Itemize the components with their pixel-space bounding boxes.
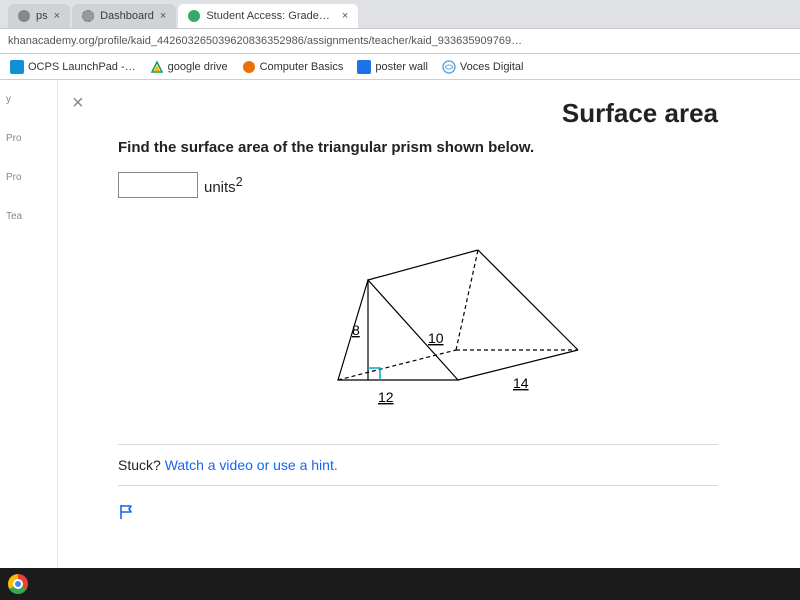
browser-tab[interactable]: Dashboard × [72, 4, 176, 28]
diagram: 8 12 10 14 [118, 208, 718, 432]
bookmark-label: Computer Basics [260, 61, 344, 73]
label-height: 8 [352, 322, 360, 338]
bookmark-item[interactable]: poster wall [357, 60, 428, 74]
url-text: khanacademy.org/profile/kaid_44260326503… [8, 35, 792, 47]
question-prompt: Find the surface area of the triangular … [118, 139, 718, 156]
browser-tab[interactable]: ps × [8, 4, 70, 28]
sidebar-item[interactable]: y [0, 80, 57, 119]
divider [118, 485, 718, 486]
bookmark-icon [242, 60, 256, 74]
bookmark-icon [10, 60, 24, 74]
units-label: units2 [204, 175, 243, 196]
sidebar-item[interactable]: Tea [0, 197, 57, 236]
question-column: Surface area Find the surface area of th… [118, 98, 718, 558]
page-title: Surface area [562, 98, 718, 129]
bookmark-label: google drive [168, 61, 228, 73]
stuck-prefix: Stuck? [118, 457, 165, 473]
favicon-icon [18, 10, 30, 22]
prism-svg: 8 12 10 14 [298, 210, 598, 418]
bookmark-item[interactable]: google drive [150, 60, 228, 74]
label-base: 12 [378, 389, 394, 405]
close-icon[interactable]: × [72, 92, 84, 115]
taskbar [0, 568, 800, 600]
bookmark-label: poster wall [375, 61, 428, 73]
left-sidebar: y Pro Pro Tea [0, 80, 58, 568]
tab-close-icon[interactable]: × [54, 10, 60, 22]
bookmark-icon [357, 60, 371, 74]
sidebar-item[interactable]: Pro [0, 158, 57, 197]
label-length: 14 [513, 375, 529, 391]
hint-link[interactable]: Watch a video or use a hint. [165, 457, 338, 473]
bookmark-item[interactable]: Voces Digital [442, 60, 524, 74]
main-panel: × Surface area Find the surface area of … [58, 80, 800, 568]
tab-close-icon[interactable]: × [342, 10, 348, 22]
tab-strip: ps × Dashboard × Student Access: Gradebo… [0, 0, 800, 28]
sidebar-item[interactable]: Pro [0, 119, 57, 158]
chrome-icon[interactable] [8, 574, 28, 594]
divider [118, 444, 718, 445]
page-content: y Pro Pro Tea × Surface area Find the su… [0, 80, 800, 568]
bookmarks-bar: OCPS LaunchPad -… google drive Computer … [0, 54, 800, 80]
bookmark-item[interactable]: OCPS LaunchPad -… [10, 60, 136, 74]
tab-title: Dashboard [100, 10, 154, 22]
favicon-icon [188, 10, 200, 22]
flag-icon [118, 504, 134, 520]
answer-input[interactable] [118, 172, 198, 198]
bookmark-label: Voces Digital [460, 61, 524, 73]
bookmark-item[interactable]: Computer Basics [242, 60, 344, 74]
tab-title: ps [36, 10, 48, 22]
bookmark-label: OCPS LaunchPad -… [28, 61, 136, 73]
address-bar[interactable]: khanacademy.org/profile/kaid_44260326503… [0, 28, 800, 54]
tab-title: Student Access: Gradebook [206, 10, 336, 22]
bookmark-icon [150, 60, 164, 74]
bookmark-icon [442, 60, 456, 74]
label-slant: 10 [428, 330, 444, 346]
browser-tab[interactable]: Student Access: Gradebook × [178, 4, 358, 28]
browser-chrome: ps × Dashboard × Student Access: Gradebo… [0, 0, 800, 80]
favicon-icon [82, 10, 94, 22]
stuck-row: Stuck? Watch a video or use a hint. [118, 457, 718, 473]
report-row[interactable] [118, 504, 718, 520]
tab-close-icon[interactable]: × [160, 10, 166, 22]
answer-row: units2 [118, 172, 718, 198]
